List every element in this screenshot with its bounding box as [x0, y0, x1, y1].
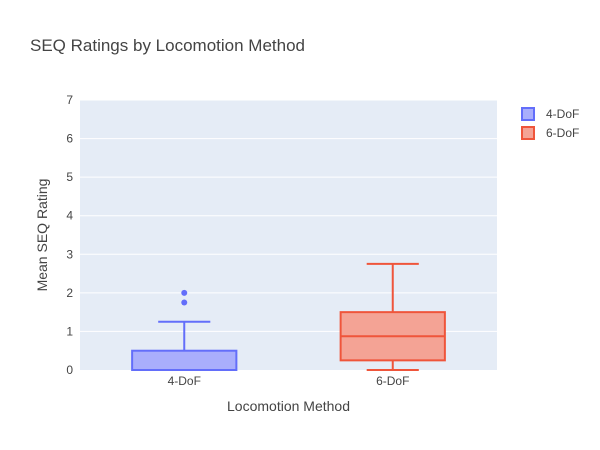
chart-title: SEQ Ratings by Locomotion Method	[30, 36, 305, 55]
outlier-point	[181, 299, 188, 306]
y-tick-label: 5	[66, 170, 73, 184]
box-series	[131, 262, 446, 372]
y-tick-label: 3	[66, 247, 73, 261]
grid-lines	[80, 99, 497, 332]
box-4-dof[interactable]	[131, 289, 238, 372]
y-tick-label: 4	[66, 209, 73, 223]
legend-label: 6-DoF	[546, 126, 579, 140]
y-axis-label: Mean SEQ Rating	[34, 179, 50, 292]
legend-swatch	[521, 107, 535, 121]
y-tick-label: 2	[66, 286, 73, 300]
box-iqr	[131, 349, 238, 372]
outlier-point	[181, 289, 188, 296]
legend-item-4-dof[interactable]: 4-DoF	[521, 107, 579, 121]
x-tick-labels: 4-DoF 6-DoF	[168, 374, 410, 388]
y-tick-label: 0	[66, 363, 73, 377]
y-tick-labels: 0 1 2 3 4 5 6 7	[66, 93, 73, 377]
legend-label: 4-DoF	[546, 107, 579, 121]
y-tick-label: 6	[66, 132, 73, 146]
x-axis-label: Locomotion Method	[227, 398, 350, 414]
box-6-dof[interactable]	[339, 262, 446, 371]
x-tick-label: 4-DoF	[168, 374, 201, 388]
legend-swatch	[521, 126, 535, 140]
y-tick-label: 7	[66, 93, 73, 107]
x-tick-label: 6-DoF	[376, 374, 409, 388]
legend-item-6-dof[interactable]: 6-DoF	[521, 126, 579, 140]
y-tick-label: 1	[66, 324, 73, 338]
legend[interactable]: 4-DoF 6-DoF	[521, 107, 579, 140]
